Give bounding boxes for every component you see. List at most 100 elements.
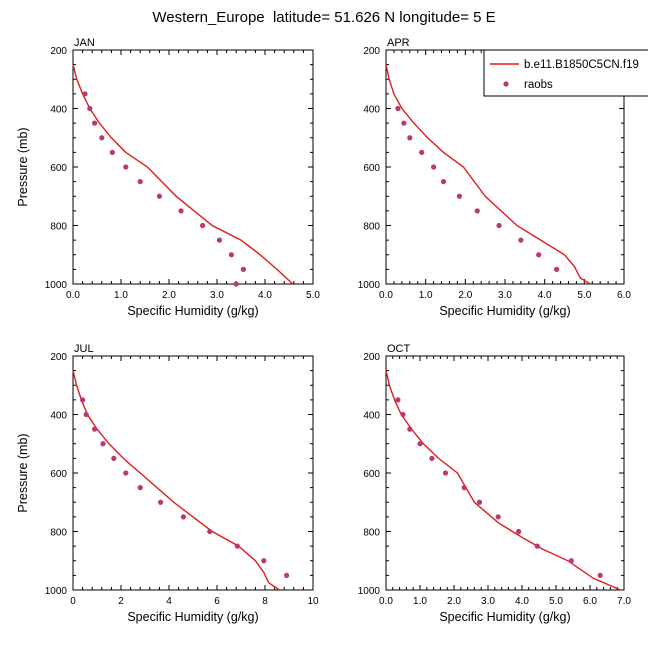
raobs-point [180,514,186,520]
y-tick-label: 400 [50,105,67,116]
figure-title: Western_Europe latitude= 51.626 N longit… [152,9,495,26]
x-tick-label: 3.0 [481,596,495,607]
raobs-point [395,397,401,403]
raobs-point [137,485,143,491]
x-tick-label: 2.0 [447,596,461,607]
y-tick-label: 800 [50,528,67,539]
raobs-point [496,222,502,229]
raobs-point [400,411,406,418]
raobs-point [456,193,462,199]
raobs-point [111,455,117,461]
x-tick-label: 0.0 [66,290,80,301]
x-tick-label: 0.0 [379,596,393,607]
raobs-point [429,455,435,461]
legend: b.e11.B1850C5CN.f19 raobs [483,49,648,97]
raobs-point [109,149,115,155]
panel-apr: 0.0 1.0 2.0 3.0 4.0 5.0 6.0 200 400 600 800 1000 APR… [358,37,632,318]
y-tick-label: 600 [50,163,67,174]
x-tick-label: 4.0 [258,290,272,301]
y-tick-label: 800 [50,222,67,233]
x-tick-label: 2.0 [162,290,176,301]
raobs-point [87,105,93,112]
x-tick-label: 3.0 [210,290,224,301]
raobs-point [228,252,234,258]
y-tick-label: 800 [363,528,380,539]
y-tick-label: 800 [363,222,380,233]
raobs-point [474,208,480,214]
y-axis-label: Pressure (mb) [16,433,30,512]
model-line [385,370,621,591]
raobs-point [495,514,501,520]
raobs-point [158,499,164,505]
x-tick-label: 2 [118,596,124,607]
raobs-point [83,411,89,418]
raobs-point [207,528,213,535]
y-tick-label: 400 [363,105,380,116]
raobs-point [516,528,522,535]
legend-model-label: b.e11.B1850C5CN.f19 [524,59,639,71]
raobs-point [234,543,240,549]
x-tick-label: 6.0 [583,596,597,607]
panel-jan: 0.0 1.0 2.0 3.0 4.0 5.0 200 400 600 800 1000 JAN Spe… [16,37,320,318]
raobs-point [233,281,239,287]
y-tick-label: 1000 [358,586,381,597]
raobs-point [178,208,184,214]
x-tick-label: 7.0 [617,596,631,607]
raobs-point [80,397,86,403]
y-tick-label: 600 [363,163,380,174]
model-line [72,370,280,591]
model-line [72,64,294,285]
y-tick-label: 1000 [45,280,68,291]
x-tick-label: 1.0 [413,596,427,607]
x-tick-label: 4 [166,596,172,607]
panel-oct: 0.0 1.0 2.0 3.0 4.0 5.0 6.0 7.0 200 400 600 800 1000… [358,343,632,624]
raobs-point [407,135,413,141]
x-tick-label: 0.0 [379,290,393,301]
raobs-point [440,179,447,185]
raobs-point [401,120,407,126]
panel-label: JAN [74,37,95,49]
panel-label: OCT [387,343,411,355]
y-tick-label: 600 [363,469,380,480]
x-tick-label: 6.0 [617,290,631,301]
x-axis-label: Specific Humidity (g/kg) [127,304,258,318]
x-tick-label: 6 [214,596,220,607]
x-tick-label: 5.0 [306,290,320,301]
raobs-point [476,499,483,505]
raobs-point [419,149,425,155]
x-axis-label: Specific Humidity (g/kg) [439,304,570,318]
raobs-point [442,470,449,476]
model-line [385,64,591,285]
y-tick-label: 400 [50,411,67,422]
raobs-point [284,572,290,578]
raobs-point [216,237,222,243]
x-tick-label: 2.0 [458,290,472,301]
y-tick-label: 200 [363,352,380,363]
panel-label: JUL [74,343,94,355]
plot-frame [72,355,314,591]
raobs-point [137,179,143,185]
raobs-point [534,543,540,549]
x-tick-label: 5.0 [577,290,591,301]
raobs-point [553,266,560,272]
x-tick-label: 10 [307,596,319,607]
y-tick-label: 200 [50,352,67,363]
raobs-point [597,572,603,578]
y-tick-label: 400 [363,411,380,422]
raobs-point [92,120,98,126]
raobs-point [395,105,401,112]
raobs-point [123,164,129,170]
raobs-point [123,470,129,476]
legend-marker-swatch [503,81,509,87]
x-tick-label: 5.0 [549,596,563,607]
x-tick-label: 1.0 [419,290,433,301]
legend-obs-label: raobs [524,79,553,91]
raobs-point [407,426,413,432]
x-axis-label: Specific Humidity (g/kg) [439,610,570,624]
y-axis-label: Pressure (mb) [16,127,30,206]
raobs-point [82,91,88,97]
raobs-point [240,266,246,272]
plot-frame [385,355,625,591]
x-tick-label: 1.0 [114,290,128,301]
x-tick-label: 4.0 [515,596,529,607]
